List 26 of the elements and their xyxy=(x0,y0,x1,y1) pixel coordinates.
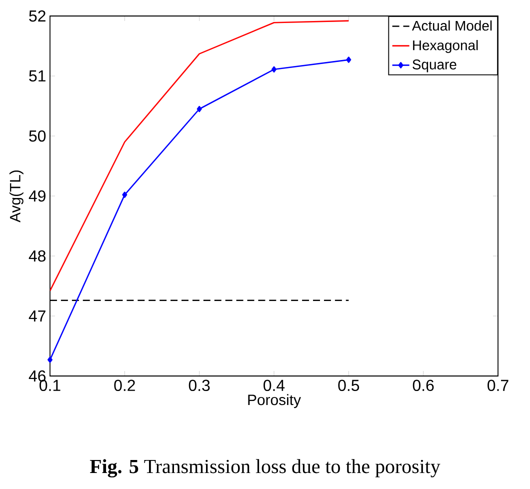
y-tick-label: 48 xyxy=(28,250,46,262)
legend-label: Square xyxy=(412,60,456,72)
y-tick-label: 52 xyxy=(29,10,46,22)
point xyxy=(122,192,128,198)
x-tick-label: 0.4 xyxy=(264,380,285,392)
point xyxy=(271,66,277,73)
x-tick-label: 0.6 xyxy=(412,380,434,392)
x-tick-label: 0.5 xyxy=(338,380,360,392)
x-tick-label: 0.2 xyxy=(114,380,135,392)
x-tick-label: 0.1 xyxy=(40,380,60,392)
point xyxy=(346,56,352,63)
point xyxy=(196,106,202,112)
y-tick-label: 49 xyxy=(28,190,46,202)
y-tick-label: 46 xyxy=(28,370,46,382)
x-tick-label: 0.7 xyxy=(488,380,508,392)
legend-label: Actual Model xyxy=(412,20,492,31)
y-tick-label: 50 xyxy=(29,130,46,142)
y-tick-label: 51 xyxy=(29,70,46,82)
y-axis-title: Avg(TL) xyxy=(9,170,24,222)
legend-label: Hexagonal xyxy=(413,40,478,53)
point xyxy=(47,356,53,363)
text: Fig. 5 Transmission loss due to the porosity xyxy=(90,459,440,478)
line-series xyxy=(50,20,350,292)
x-tick-label: 0.3 xyxy=(188,380,210,392)
y-tick-label: 47 xyxy=(28,310,46,322)
x-axis-title: Porosity xyxy=(248,394,301,408)
